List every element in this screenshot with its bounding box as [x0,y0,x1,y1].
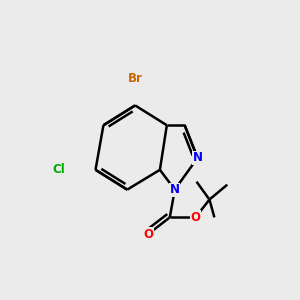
Text: Br: Br [128,72,142,85]
Text: N: N [170,183,180,196]
Text: O: O [143,228,153,241]
Text: N: N [193,152,202,164]
Text: Cl: Cl [52,163,65,176]
Text: O: O [190,211,201,224]
